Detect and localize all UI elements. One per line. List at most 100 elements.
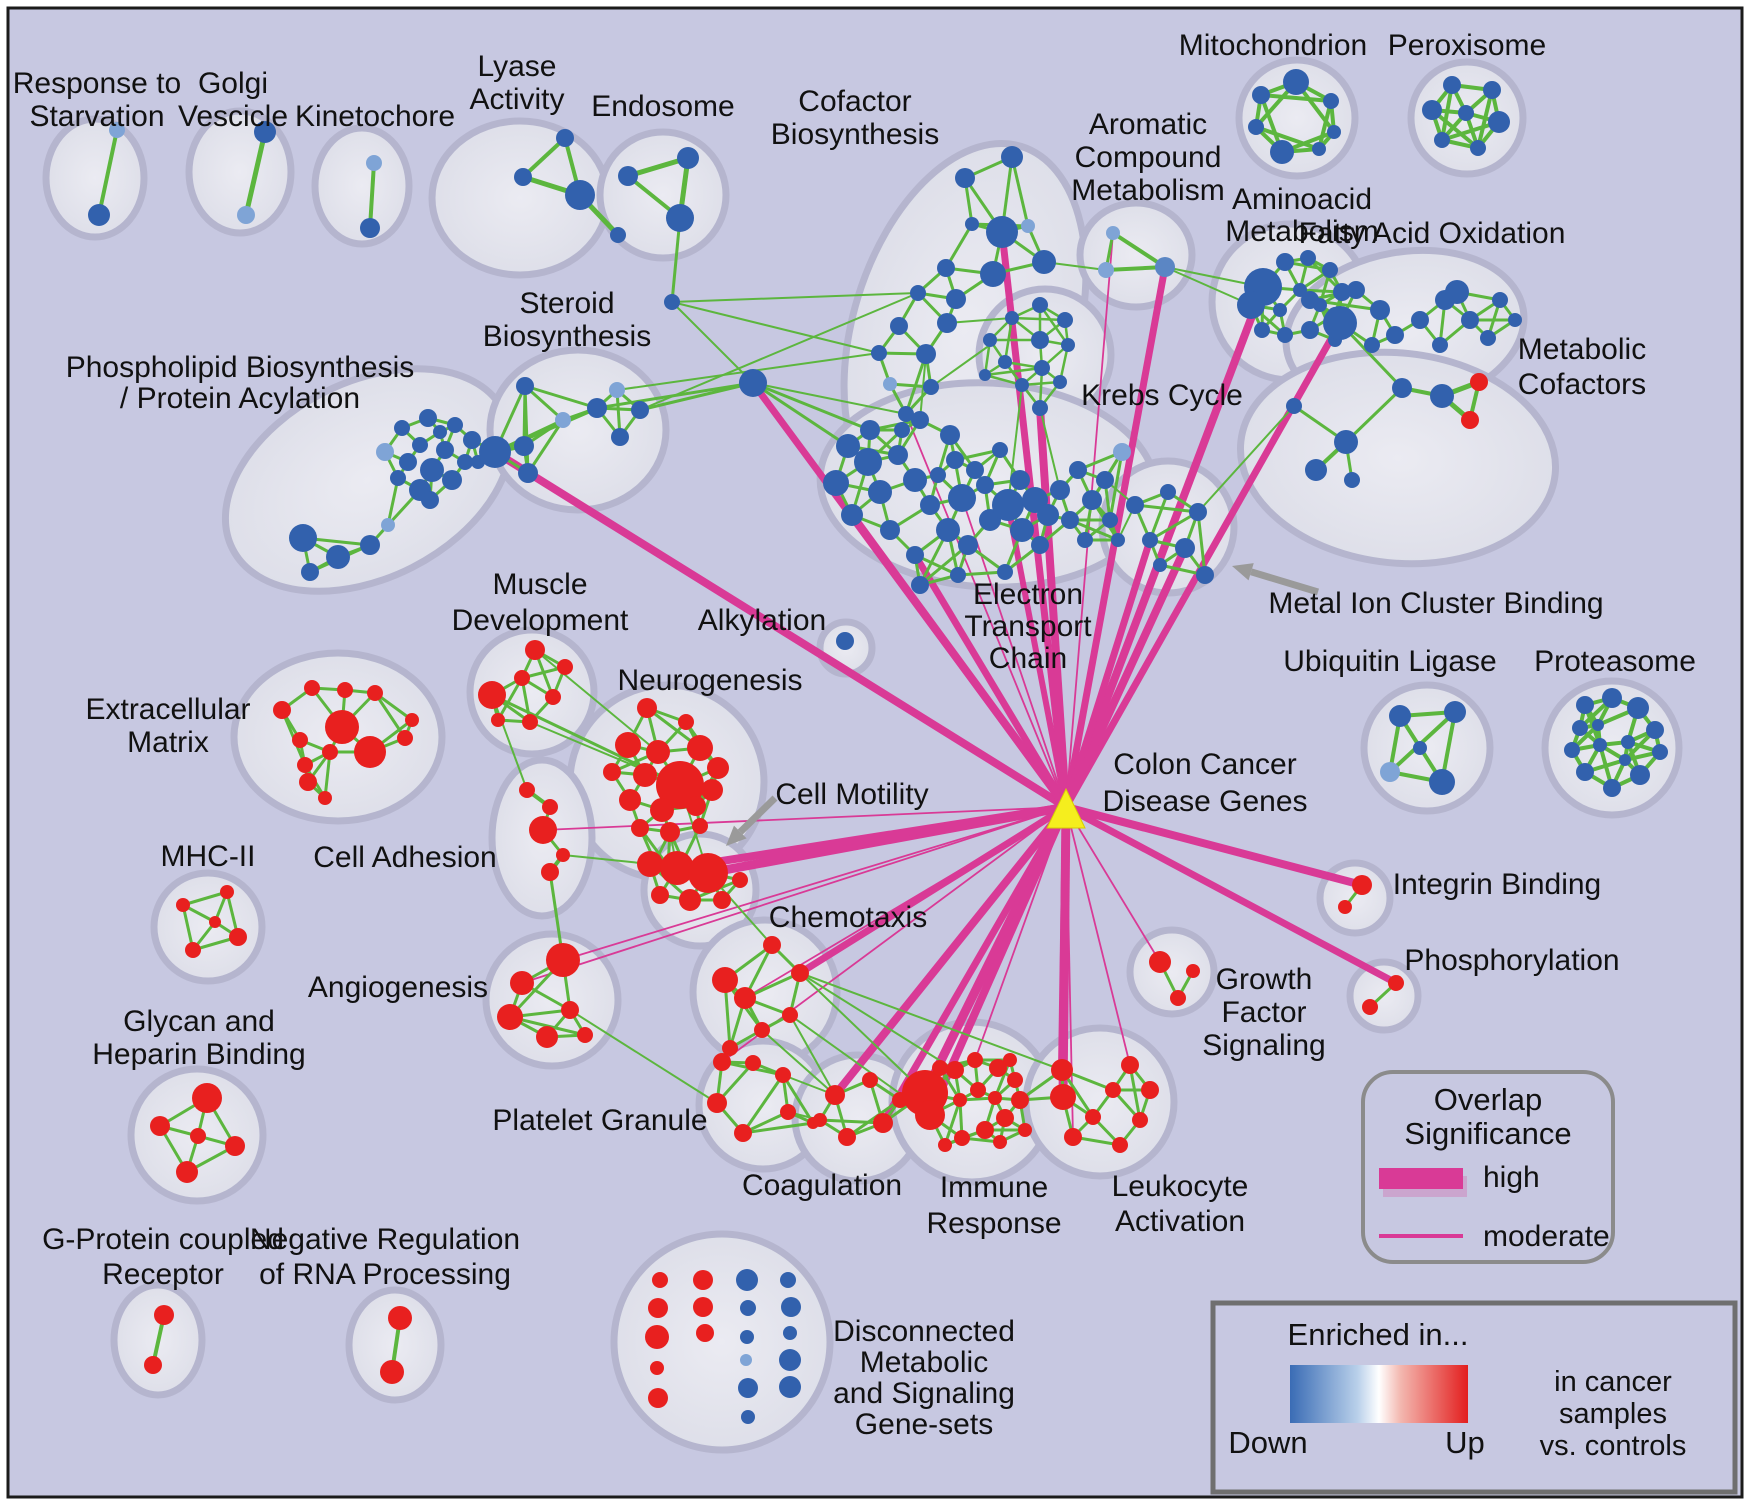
gene-set-node-cofactor-biosynthesis [871, 345, 887, 361]
gene-set-node-metabolic-cofactors [1461, 411, 1479, 429]
cluster-ellipse-steroid-biosynthesis [486, 346, 670, 514]
gene-set-edge-muscle-development [496, 677, 524, 721]
gene-set-node-peroxisome [1458, 105, 1474, 121]
gene-set-node-extracellular-matrix [297, 757, 313, 773]
gene-set-node-mitochondrion [1323, 93, 1339, 109]
gene-set-node-leukocyte-activation [1064, 1128, 1082, 1146]
gene-set-node-integrin-binding [1352, 875, 1372, 895]
gene-set-node-cofactor-biosynthesis [916, 344, 936, 364]
gene-set-node-disconnected-gene-sets [740, 1330, 754, 1344]
green-link [1007, 384, 1023, 506]
gene-set-node-aromatic-compound-metabolism [1155, 257, 1175, 277]
gene-set-node-endosome [677, 147, 699, 169]
gene-set-node-electron-transport-chain [1102, 512, 1118, 528]
gene-set-edge-electron-transport-chain [919, 543, 969, 587]
gene-set-node-fatty-acid-oxidation [1461, 311, 1479, 329]
g-protein-coupled-receptor-label: G-Protein coupled [42, 1223, 284, 1256]
gene-set-node-disconnected-gene-sets [738, 1378, 758, 1398]
coagulation-label: Coagulation [742, 1169, 902, 1202]
gene-set-node-electron-transport-chain [1111, 533, 1125, 547]
gene-set-node-chemotaxis [791, 964, 809, 982]
gene-set-edge-platelet-granule [741, 1074, 785, 1134]
gene-set-node-cell-motility [732, 872, 748, 888]
gene-set-node-steroid-biosynthesis [555, 412, 571, 428]
gene-set-edge-metal-ion-cluster-binding [1148, 491, 1170, 541]
gene-set-node-glycan-heparin-binding [225, 1136, 245, 1156]
gene-set-node-aminoacid-metabolism [1276, 253, 1294, 271]
gene-set-node-aminoacid-metabolism [1322, 262, 1338, 278]
gene-set-edge-response-starvation [97, 129, 119, 216]
disconnected-gene-sets-label: and Signaling [833, 1377, 1015, 1410]
gene-set-node-krebs-cycle [1015, 378, 1029, 392]
gene-set-node-cofactor-biosynthesis [1021, 219, 1035, 233]
gene-set-node-muscle-development [545, 689, 561, 705]
gene-set-node-angiogenesis [561, 1001, 579, 1019]
gene-set-node-metabolic-cofactors [1470, 373, 1488, 391]
gene-set-node-disconnected-gene-sets [693, 1297, 713, 1317]
gene-set-edge-leukocyte-activation [1128, 1064, 1142, 1121]
metal-ion-cluster-binding-label: Metal Ion Cluster Binding [1268, 587, 1603, 620]
gene-set-node-peroxisome [1422, 100, 1442, 120]
gene-set-node-neurogenesis [619, 789, 641, 811]
gene-set-node-proteasome [1592, 719, 1604, 731]
gene-set-node-electron-transport-chain [946, 451, 964, 469]
green-link [789, 1014, 836, 1096]
gene-set-node-leukocyte-activation [1105, 1082, 1121, 1098]
enriched-side-label: samples [1559, 1398, 1667, 1430]
gene-set-node-peroxisome [1483, 81, 1501, 99]
gene-set-node-mitochondrion [1312, 142, 1326, 156]
gene-set-node-aminoacid-metabolism [1300, 250, 1316, 266]
gene-set-node-coagulation [838, 1128, 856, 1146]
gene-set-node-chemotaxis [734, 987, 756, 1009]
gene-set-node-phospholipid-protein-acylation [301, 563, 319, 581]
krebs-cycle-label: Krebs Cycle [1081, 379, 1243, 412]
gene-set-node-neurogenesis [650, 798, 674, 822]
gene-set-node-immune-response [1003, 1053, 1017, 1067]
green-link [799, 972, 1063, 1071]
gene-set-node-fatty-acid-oxidation [1323, 306, 1357, 340]
gene-set-node-neurogenesis [637, 698, 657, 718]
gene-set-node-proteasome [1593, 738, 1607, 752]
gene-set-edge-cofactor-biosynthesis [904, 353, 928, 415]
gene-set-node-immune-response [967, 1052, 983, 1068]
gene-set-node-phospholipid-protein-acylation [442, 470, 462, 490]
gene-set-node-electron-transport-chain [930, 467, 946, 483]
gene-set-node-krebs-cycle [1061, 338, 1075, 352]
green-link [1039, 407, 1061, 491]
gene-set-node-growth-factor-signaling [1170, 990, 1186, 1006]
gene-set-node-coagulation [862, 1072, 878, 1088]
gene-set-node-electron-transport-chain [976, 476, 994, 494]
gene-set-node-cofactor-biosynthesis [965, 217, 979, 231]
gene-set-node-golgi-vescicle [237, 206, 255, 224]
gene-set-edge-krebs-cycle [1038, 304, 1070, 346]
gene-set-node-mhc-ii [185, 942, 201, 958]
gene-set-node-connector-nodes [664, 294, 680, 310]
growth-factor-signaling-label: Signaling [1202, 1029, 1325, 1062]
gene-set-edge-platelet-granule [742, 1121, 814, 1135]
gene-set-node-ubiquitin-ligase [1389, 705, 1411, 727]
phospholipid-protein-acylation-label: Phospholipid Biosynthesis [66, 351, 415, 384]
gene-set-node-proteasome [1627, 697, 1649, 719]
enriched-side-label: in cancer [1554, 1366, 1672, 1398]
gene-set-node-electron-transport-chain [966, 461, 984, 479]
gene-set-node-immune-response [915, 1100, 945, 1130]
gene-set-node-immune-response [996, 1109, 1014, 1127]
overlap-edge-high [831, 804, 1070, 1098]
colon-cancer-hub-triangle [1046, 787, 1086, 829]
gene-set-node-electron-transport-chain [936, 518, 960, 542]
gene-set-node-neurogenesis [692, 818, 708, 834]
gene-set-node-neurogenesis [646, 740, 670, 764]
gene-set-node-phospholipid-protein-acylation [420, 458, 444, 482]
gene-set-edge-metabolic-cofactors [1344, 386, 1404, 444]
high-label: high [1483, 1161, 1540, 1194]
gene-set-node-steroid-biosynthesis [518, 463, 538, 483]
gene-set-node-steroid-biosynthesis [631, 401, 649, 419]
gene-set-node-disconnected-gene-sets [779, 1349, 801, 1371]
gene-set-node-neurogenesis [631, 819, 649, 837]
green-link [534, 649, 659, 753]
cluster-ellipse-leukocyte-activation [1022, 1024, 1178, 1180]
gene-set-node-muscle-development [514, 670, 530, 686]
fatty-acid-oxidation-label: Fatty Acid Oxidation [1299, 217, 1566, 250]
overlap-edge-high [911, 553, 1070, 809]
